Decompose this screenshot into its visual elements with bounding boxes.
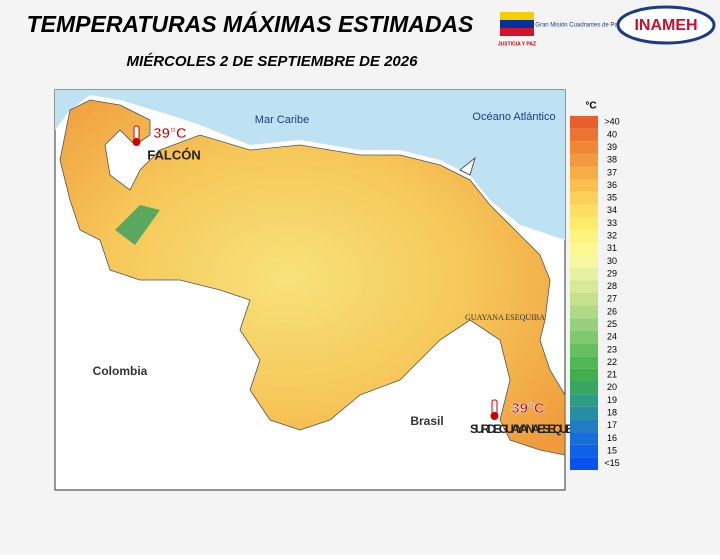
legend-swatch (570, 330, 598, 344)
legend-label: <15 (604, 458, 619, 468)
logo-text: JUSTICIA Y PAZ (498, 41, 536, 47)
legend-swatch (570, 368, 598, 382)
legend-label: 19 (607, 395, 617, 405)
legend-swatch (570, 179, 598, 192)
legend-swatch (570, 318, 598, 331)
legend-swatch (570, 217, 598, 230)
legend-swatch (570, 356, 598, 369)
trinidad (459, 156, 476, 176)
legend-swatch (570, 116, 598, 129)
legend-swatch (570, 305, 598, 319)
legend-swatch (570, 242, 598, 256)
legend-swatch (570, 204, 598, 218)
sea (55, 90, 565, 240)
legend-label: 35 (607, 193, 617, 203)
hotspot-temp: 39°C (511, 400, 545, 417)
legend-swatch (570, 406, 598, 420)
map-label: Colombia (93, 364, 148, 378)
hotspot-place: SUR DE GUAYANA ESEQUIBA (470, 422, 580, 436)
legend-label: 29 (607, 268, 617, 278)
legend-label: 17 (607, 420, 617, 430)
legend-label: 31 (607, 243, 617, 253)
legend-label: 36 (607, 180, 617, 190)
legend-label: 34 (607, 205, 617, 215)
legend-label: 26 (607, 306, 617, 316)
legend-swatch (570, 267, 598, 281)
legend-label: 32 (607, 230, 617, 240)
logo-text: Gran Misión Cuadrantes de Paz (535, 23, 620, 29)
legend-label: 23 (607, 344, 617, 354)
legend-unit: °C (585, 101, 596, 112)
legend-label: 33 (607, 218, 617, 228)
legend-swatch (570, 432, 598, 445)
logo-text: INAMEH (634, 17, 697, 34)
legend-swatch (570, 381, 598, 395)
legend-label: >40 (604, 117, 619, 127)
legend: >40 40 39 38 37 36 35 34 33 32 31 30 29 28 27 26 25 24 23 2… (570, 116, 620, 470)
legend-label: 21 (607, 370, 617, 380)
map-label: Brasil (410, 414, 443, 428)
legend-swatch (570, 457, 598, 470)
legend-swatch (570, 419, 598, 433)
legend-label: 24 (607, 332, 617, 342)
legend-label: 15 (607, 445, 617, 455)
hotspot-temp: 39°C (153, 125, 187, 142)
legend-swatch (570, 166, 598, 180)
legend-swatch (570, 191, 598, 205)
legend-swatch (570, 255, 598, 268)
legend-label: 30 (607, 256, 617, 266)
legend-swatch (570, 343, 598, 357)
legend-label: 25 (607, 319, 617, 329)
legend-swatch (570, 128, 598, 142)
legend-label: 37 (607, 167, 617, 177)
legend-swatch (570, 280, 598, 293)
legend-swatch (570, 444, 598, 458)
legend-swatch (570, 229, 598, 243)
legend-label: 28 (607, 281, 617, 291)
map-label: Océano Atlántico (472, 111, 555, 123)
legend-label: 27 (607, 294, 617, 304)
venezuela (59, 99, 566, 456)
map-label: Mar Caribe (255, 114, 309, 126)
legend-label: 22 (607, 357, 617, 367)
logos: JUSTICIA Y PAZ Gran Misión Cuadrantes de… (498, 5, 716, 47)
legend-swatch (570, 153, 598, 167)
legend-label: 20 (607, 382, 617, 392)
legend-label: 38 (607, 155, 617, 165)
legend-swatch (570, 394, 598, 407)
legend-label: 16 (607, 433, 617, 443)
legend-swatch (570, 293, 598, 306)
hotspot: 39°C SUR DE GUAYANA ESEQUIBA (470, 399, 580, 436)
date: MIÉRCOLES 2 DE SEPTIEMBRE DE 2026 (127, 53, 419, 70)
legend-label: 18 (607, 407, 617, 417)
legend-label: 40 (607, 129, 617, 139)
andes (115, 205, 160, 245)
legend-swatch (570, 141, 598, 154)
title: TEMPERATURAS MÁXIMAS ESTIMADAS (27, 10, 474, 37)
hotspot: 39°C FALCÓN (132, 125, 201, 162)
legend-label: 39 (607, 142, 617, 152)
map-label: GUAYANA ESEQUIBA (465, 313, 545, 322)
hotspot-place: FALCÓN (147, 147, 200, 162)
